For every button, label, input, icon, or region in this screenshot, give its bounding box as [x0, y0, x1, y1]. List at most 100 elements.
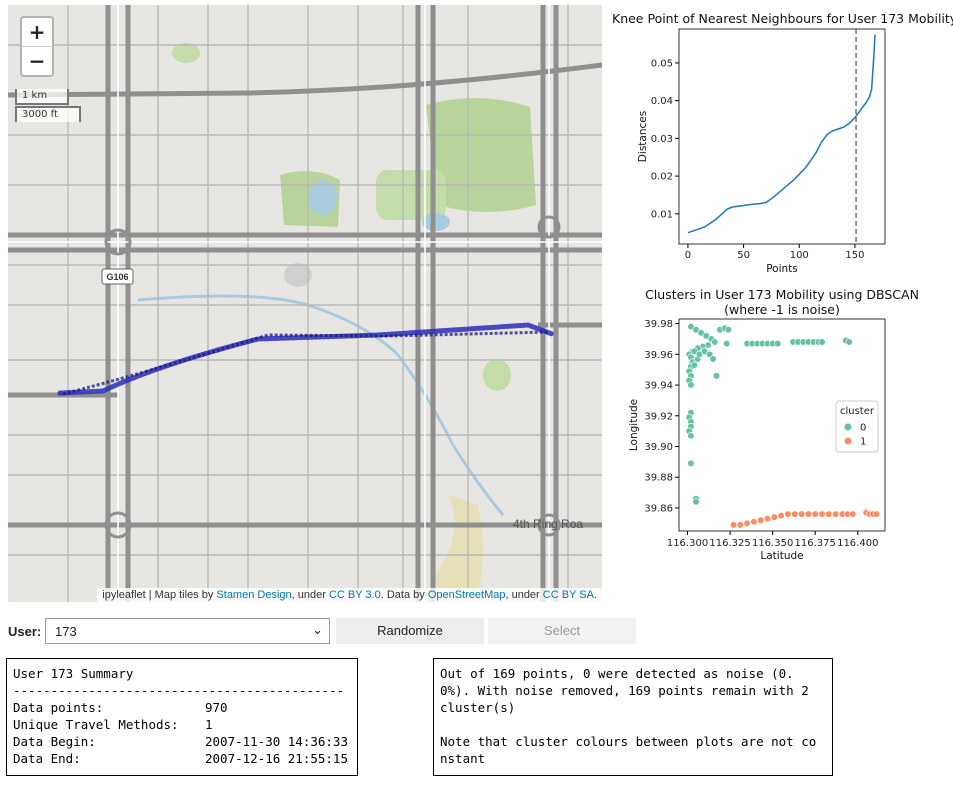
cluster-1-point	[777, 512, 785, 520]
cluster-0-point	[687, 381, 695, 389]
summary-title: User 173 Summary	[13, 666, 134, 681]
cluster-chart-title-line1: Clusters in User 173 Mobility using DBSC…	[645, 287, 919, 302]
gps-track	[57, 322, 555, 396]
legend-label-1: 1	[860, 437, 866, 448]
y-tick-label: 39.86	[644, 503, 673, 514]
randomize-button[interactable]: Randomize	[336, 618, 484, 644]
park-area	[172, 43, 200, 63]
cluster-1-point	[784, 510, 792, 518]
cluster-1-point	[750, 518, 758, 526]
cluster-0-point	[818, 338, 826, 346]
cluster-1-point	[811, 510, 819, 518]
legend-marker-1	[844, 437, 852, 445]
cluster-0-point	[774, 339, 782, 348]
cluster-0-point	[845, 338, 853, 346]
lake	[422, 213, 450, 231]
attribution-prefix: ipyleaflet | Map tiles by	[102, 589, 217, 601]
summary-value: 1	[205, 717, 213, 732]
cluster-0-point	[687, 432, 695, 440]
cluster-1-point	[872, 510, 881, 518]
cluster-1-point	[770, 513, 778, 521]
summary-row: Data End: 2007-12-16 21:55:15	[13, 750, 351, 767]
zoom-out-button[interactable]: −	[28, 49, 46, 73]
road-badge	[101, 268, 134, 285]
stamen-link[interactable]: Stamen Design	[216, 589, 292, 601]
cc-by-link[interactable]: CC BY 3.0	[328, 589, 381, 601]
summary-row: Data points: 970	[13, 699, 351, 716]
y-tick-label: 0.03	[651, 134, 673, 145]
legend-marker-0	[844, 423, 852, 431]
summary-key: Unique Travel Methods:	[13, 717, 179, 732]
x-tick-label: 116.300	[667, 538, 708, 549]
map-tiles: G106 4th Ring Roa	[8, 5, 602, 602]
cluster-0-point	[724, 326, 732, 334]
cluster-1-point	[797, 510, 806, 518]
legend-label-0: 0	[860, 423, 866, 434]
summary-value: 2007-12-16 21:55:15	[205, 751, 348, 766]
y-tick-label: 39.98	[644, 319, 673, 330]
osm-link[interactable]: OpenStreetMap	[427, 589, 506, 601]
zoom-in-button[interactable]: +	[22, 18, 52, 47]
stadium	[284, 263, 312, 287]
user-summary-output: User 173 Summary ------------------------…	[6, 658, 358, 776]
user-label: User:	[8, 624, 42, 639]
summary-row: Data Begin: 2007-11-30 14:36:33	[13, 733, 351, 750]
summary-key: Data points:	[13, 700, 104, 715]
attribution-text: , under	[505, 589, 543, 601]
cluster-0-point	[687, 459, 695, 468]
y-tick-label: 0.01	[651, 209, 673, 220]
field-area	[428, 495, 483, 595]
cluster-1-point	[743, 519, 751, 527]
attribution-text: . Data by	[380, 589, 428, 601]
park-area	[426, 97, 536, 212]
x-axis-label: Latitude	[760, 550, 803, 562]
road-badge-label: G106	[106, 272, 128, 282]
x-tick-label: 50	[737, 250, 750, 261]
y-tick-label: 39.92	[644, 411, 673, 422]
cluster-1-point	[832, 510, 840, 518]
y-tick-label: 39.90	[644, 442, 673, 453]
y-tick-label: 39.94	[644, 381, 673, 392]
cluster-1-point	[825, 510, 833, 518]
x-tick-label: 116.400	[837, 538, 878, 549]
cluster-1-point	[729, 521, 738, 529]
summary-key: Data Begin:	[13, 734, 96, 749]
chevron-down-icon: ⌄	[312, 622, 323, 637]
attribution-text: .	[593, 589, 597, 601]
lake	[309, 179, 337, 215]
cluster-1-point	[757, 516, 765, 524]
cc-sa-link[interactable]: CC BY SA	[542, 589, 594, 601]
noise-summary-text: Out of 169 points, 0 were detected as no…	[440, 666, 809, 715]
cluster-1-point	[736, 521, 744, 529]
colour-note-text: Note that cluster colours between plots …	[440, 734, 817, 766]
x-axis-label: Points	[766, 263, 798, 275]
user-dropdown[interactable]: 173 ⌄	[45, 618, 330, 644]
cluster-0-point	[690, 361, 698, 369]
distance-line	[687, 34, 876, 234]
x-tick-label: 150	[845, 250, 864, 261]
river	[137, 294, 505, 516]
summary-row: Unique Travel Methods: 1	[13, 716, 351, 733]
map-view[interactable]: G106 4th Ring Roa + − 1 km 3000 ft ipyle…	[8, 5, 602, 602]
cluster-1-point	[818, 510, 826, 518]
x-tick-label: 116.350	[752, 538, 793, 549]
x-tick-label: 116.375	[795, 538, 836, 549]
y-axis-label: Distances	[637, 111, 649, 162]
x-tick-label: 116.325	[709, 538, 750, 549]
ring-road-label: 4th Ring Roa	[513, 517, 583, 531]
summary-value: 970	[205, 700, 228, 715]
scale-bar-ft: 3000 ft	[15, 106, 81, 122]
park-area	[483, 359, 511, 391]
cluster-chart-title: Clusters in User 173 Mobility using DBSC…	[612, 287, 952, 317]
knee-chart: 0 50 100 150 0.01 0.02 0.03 0.04 0.05 Points Dista…	[637, 28, 886, 275]
scale-bar-km: 1 km	[15, 89, 69, 105]
select-button[interactable]: Select	[488, 618, 636, 644]
cluster-note-output: Out of 169 points, 0 were detected as no…	[433, 658, 833, 776]
knee-chart-title: Knee Point of Nearest Neighbours for Use…	[612, 11, 953, 26]
y-tick-label: 39.88	[644, 473, 673, 484]
park-area	[376, 170, 446, 220]
cluster-1-point	[791, 510, 799, 518]
attribution-text: , under	[291, 589, 329, 601]
cluster-1-point	[849, 510, 857, 518]
map-attribution: ipyleaflet | Map tiles by Stamen Design,…	[97, 588, 602, 602]
